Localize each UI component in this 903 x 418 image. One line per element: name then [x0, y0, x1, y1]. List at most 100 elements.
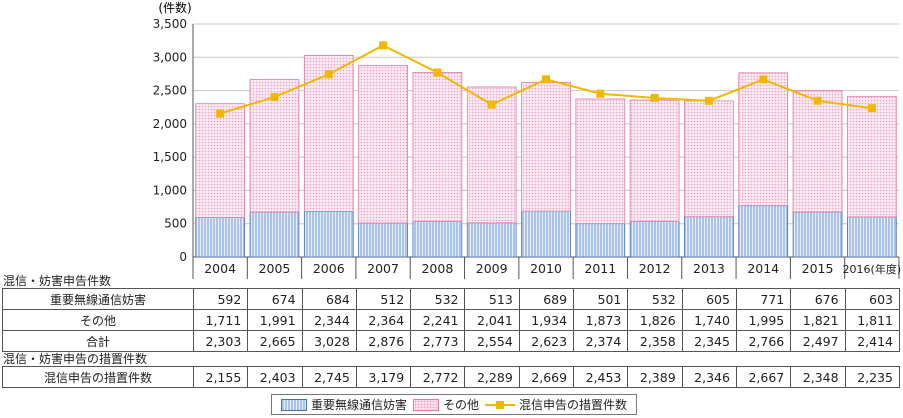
measures-point: [813, 96, 822, 105]
complaints-cell: 674: [247, 288, 303, 310]
bar-important: [684, 216, 734, 258]
complaints-cell: 689: [518, 288, 575, 310]
bar-other: [792, 90, 843, 213]
x-tick-label: 2006: [313, 261, 345, 276]
legend-label-measures: 混信申告の措置件数: [518, 398, 627, 412]
complaints-cell: 1,934: [518, 309, 575, 331]
legend-swatch-blue: [280, 398, 307, 411]
measures-point: [704, 96, 713, 105]
bar-important: [521, 210, 571, 258]
complaints-cell: 2,773: [410, 330, 466, 352]
x-tick-label: 2016(年度): [843, 262, 902, 276]
complaints-cell: 1,873: [573, 309, 629, 331]
complaints-cell: 2,876: [355, 330, 412, 352]
x-tick-label: 2007: [367, 261, 399, 276]
bar-important: [249, 211, 300, 258]
complaints-cell: 1,711: [192, 309, 249, 331]
measures-point: [759, 75, 768, 84]
complaints-cell: 2,345: [681, 330, 737, 352]
measures-cell: 3,179: [355, 366, 412, 388]
bar-other: [629, 99, 680, 222]
y-tick-label: 1,500: [153, 150, 187, 164]
y-unit-label: (件数): [158, 0, 191, 15]
measures-row-label: 混信申告の措置件数: [2, 366, 194, 388]
bar-other: [303, 55, 354, 212]
bar-important: [629, 221, 680, 258]
complaints-cell: 2,358: [627, 330, 683, 352]
bar-other: [575, 98, 626, 225]
legend: 重要無線通信妨害 その他 混信申告の措置件数: [271, 394, 637, 415]
measures-cell: 2,669: [518, 366, 575, 388]
measures-cell: 2,453: [573, 366, 629, 388]
measures-cell: 2,772: [410, 366, 466, 388]
complaints-cell: 1,991: [247, 309, 303, 331]
complaints-cell: 2,623: [518, 330, 575, 352]
bar-important: [412, 221, 463, 258]
measures-cell: 2,235: [844, 366, 901, 388]
measures-cell: 2,348: [790, 366, 846, 388]
x-tick-label: 2008: [421, 261, 453, 276]
complaints-cell: 2,303: [192, 330, 249, 352]
bar-other: [412, 71, 463, 222]
complaints-cell: 771: [735, 288, 792, 310]
measures-cell: 2,389: [627, 366, 683, 388]
complaints-cell: 532: [627, 288, 683, 310]
complaints-cell: 1,740: [681, 309, 737, 331]
complaints-cell: 532: [410, 288, 466, 310]
complaints-cell: 603: [844, 288, 901, 310]
legend-item-important: 重要無線通信妨害: [280, 396, 407, 413]
x-tick-label: 2010: [530, 261, 562, 276]
complaints-cell: 676: [790, 288, 846, 310]
legend-item-other: その他: [412, 396, 479, 413]
complaints-row-label: その他: [2, 309, 194, 331]
bar-other: [521, 81, 571, 212]
y-tick-label: 2,500: [153, 84, 187, 98]
complaints-cell: 1,826: [627, 309, 683, 331]
x-tick-label: 2009: [476, 261, 508, 276]
table1-title: 混信・妨害申告件数: [3, 274, 112, 288]
bar-other: [738, 72, 789, 207]
measures-cell: 2,289: [464, 366, 520, 388]
measures-cell: 2,667: [735, 366, 792, 388]
complaints-cell: 2,374: [573, 330, 629, 352]
bar-other: [466, 86, 517, 224]
legend-swatch-pink: [412, 398, 439, 411]
complaints-cell: 2,766: [735, 330, 792, 352]
legend-swatch-line: [484, 400, 515, 409]
complaints-cell: 2,497: [790, 330, 846, 352]
bar-important: [466, 222, 517, 258]
x-tick-label: 2011: [584, 261, 616, 276]
complaints-cell: 1,995: [735, 309, 792, 331]
measures-point: [867, 104, 876, 113]
complaints-cell: 2,344: [301, 309, 357, 331]
measures-row: 混信申告の措置件数 2,155 2,403 2,745 3,179 2,772 2,289 2…: [2, 366, 901, 388]
complaints-cell: 2,665: [247, 330, 303, 352]
complaints-cell: 2,241: [410, 309, 466, 331]
stacked-bar-line-chart: (件数) 05001,0001,5002,0002,5003,0003,500 …: [153, 0, 902, 279]
complaints-cell: 592: [192, 288, 249, 310]
complaints-cell: 605: [681, 288, 737, 310]
complaints-cell: 2,554: [464, 330, 520, 352]
complaints-table: 重要無線通信妨害 592 674 684 512 532 513 689 501 532 605 77…: [2, 288, 901, 352]
y-tick-label: 2,000: [153, 117, 187, 131]
table2-title: 混信・妨害申告の措置件数: [3, 352, 148, 366]
legend-item-measures: 混信申告の措置件数: [484, 396, 627, 413]
bar-important: [738, 205, 789, 258]
y-tick-label: 500: [164, 217, 187, 231]
complaints-cell: 513: [464, 288, 520, 310]
complaints-cell: 501: [573, 288, 629, 310]
measures-point: [650, 93, 659, 102]
measures-point: [270, 93, 279, 102]
bar-important: [792, 211, 843, 258]
bar-other: [684, 100, 734, 218]
complaints-cell: 512: [355, 288, 412, 310]
complaints-cell: 2,041: [464, 309, 520, 331]
x-tick-label: 2004: [204, 261, 236, 276]
bar-important: [358, 222, 408, 258]
complaints-row-label: 重要無線通信妨害: [2, 288, 194, 310]
complaints-row: 重要無線通信妨害 592 674 684 512 532 513 689 501 532 605 77…: [2, 288, 901, 310]
x-tick-label: 2015: [802, 261, 834, 276]
measures-cell: 2,155: [192, 366, 249, 388]
complaints-cell: 3,028: [301, 330, 357, 352]
y-tick-label: 1,000: [153, 183, 187, 197]
